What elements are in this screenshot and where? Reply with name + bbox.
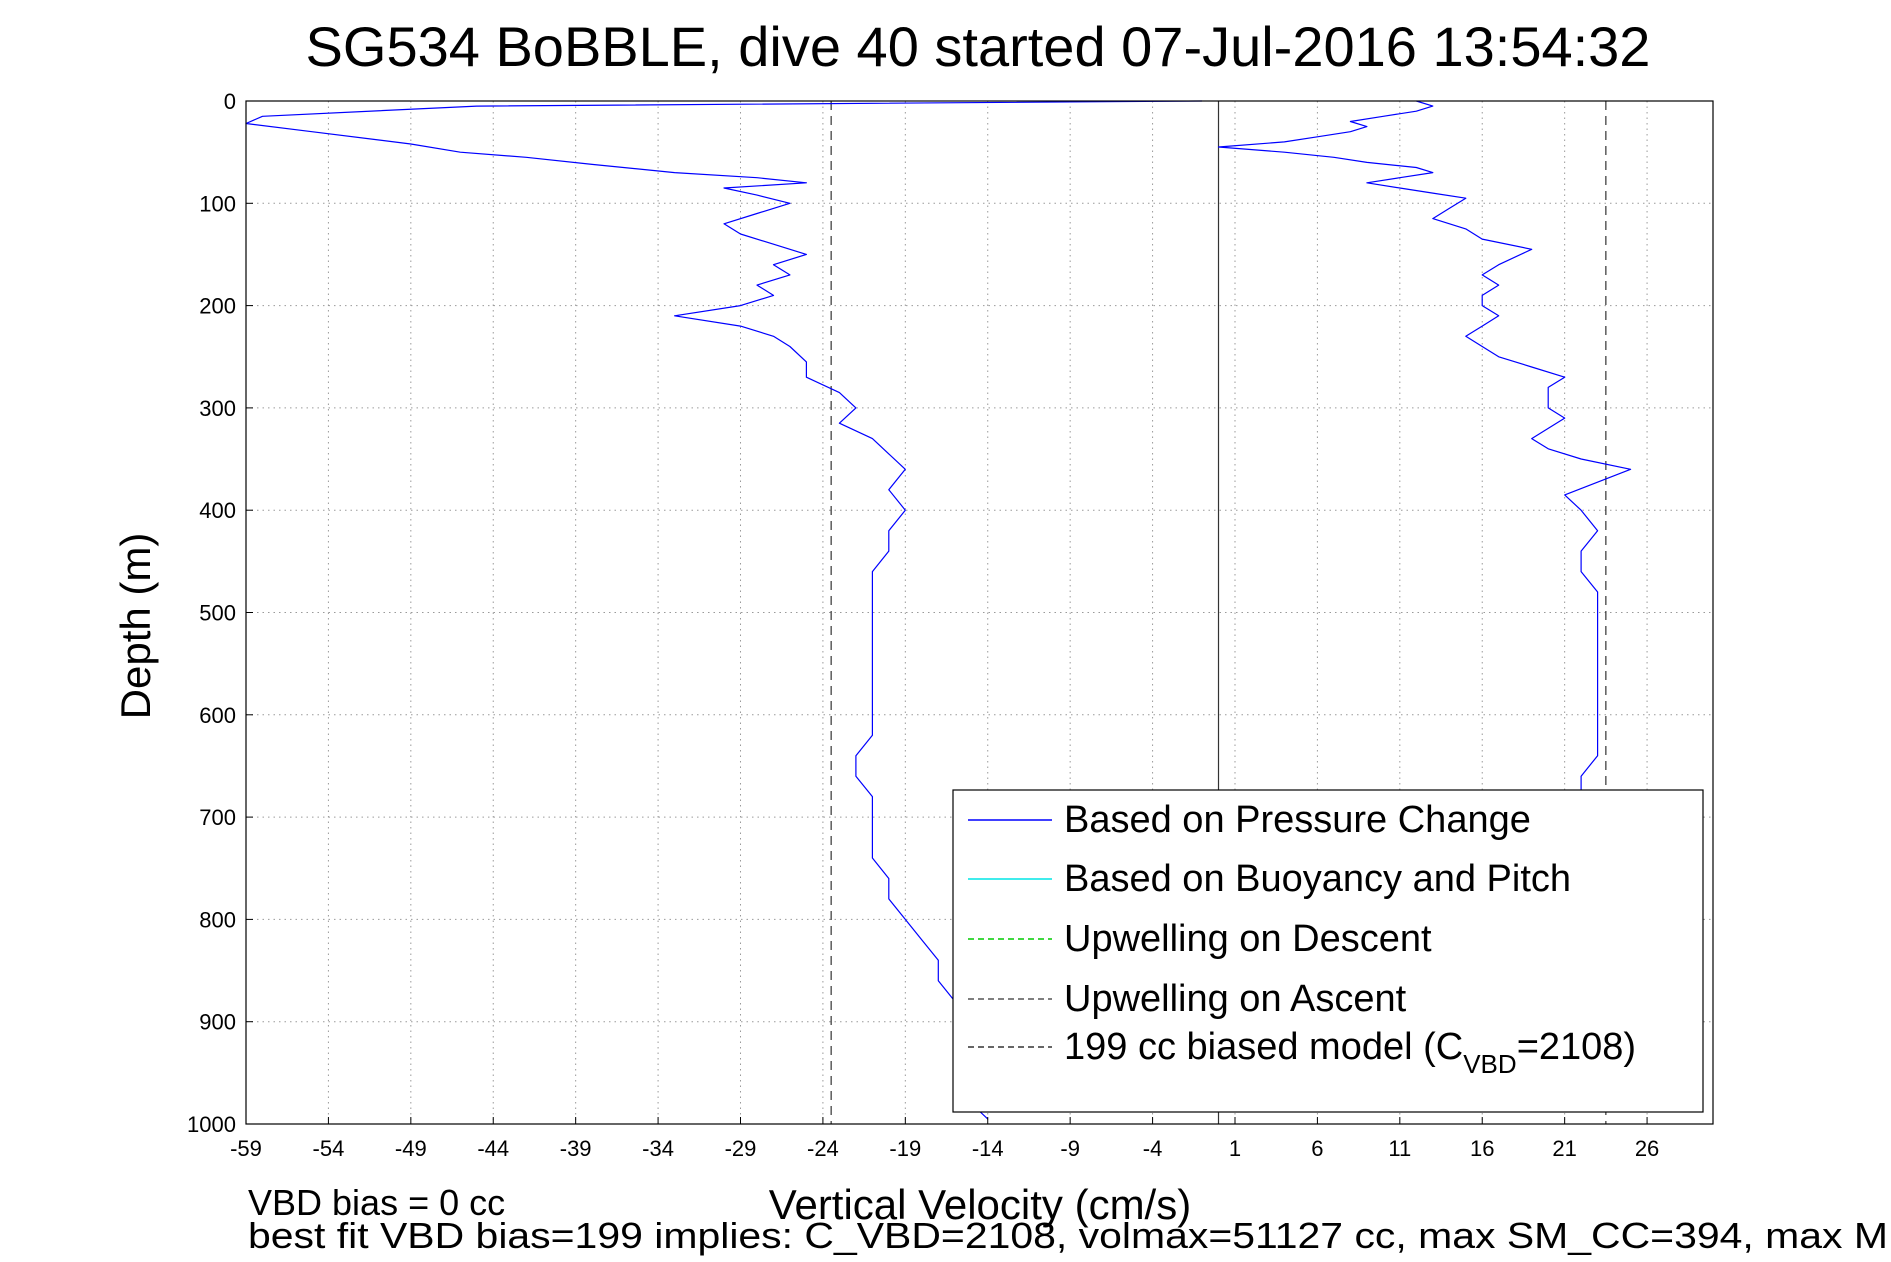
y-tick-label: 400 xyxy=(199,498,236,523)
x-tick-label: 6 xyxy=(1311,1136,1323,1161)
y-tick-label: 300 xyxy=(199,396,236,421)
x-tick-label: 26 xyxy=(1635,1136,1659,1161)
y-tick-label: 0 xyxy=(224,89,236,114)
legend-label: Upwelling on Descent xyxy=(1064,918,1432,960)
x-tick-label: 11 xyxy=(1388,1136,1411,1161)
y-tick-label: 1000 xyxy=(187,1112,236,1137)
y-tick-label: 500 xyxy=(199,601,236,626)
chart-title: SG534 BoBBLE, dive 40 started 07-Jul-201… xyxy=(306,15,1651,78)
legend-label: Upwelling on Ascent xyxy=(1064,978,1407,1020)
x-tick-label: 1 xyxy=(1229,1136,1241,1161)
x-tick-label: -9 xyxy=(1060,1136,1080,1161)
y-tick-label: 200 xyxy=(199,294,236,319)
legend: Based on Pressure Change Based on Buoyanc… xyxy=(952,789,1704,1113)
y-tick-label: 100 xyxy=(199,191,236,216)
y-tick-label: 700 xyxy=(199,805,236,830)
x-tick-label: -14 xyxy=(972,1136,1004,1161)
x-tick-label: -59 xyxy=(230,1136,262,1161)
legend-label: Based on Pressure Change xyxy=(1064,799,1531,841)
y-tick-label: 900 xyxy=(199,1010,236,1035)
x-tick-label: -44 xyxy=(477,1136,509,1161)
legend-label: Based on Buoyancy and Pitch xyxy=(1064,858,1571,900)
series-line-ascent xyxy=(1217,100,1697,1064)
y-axis-label: Depth (m) xyxy=(112,533,159,720)
x-tick-label: -39 xyxy=(560,1136,592,1161)
x-axis-ticks: -59 -54 -49 -44 -39 -34 -29 -24 -19 -14 -9 -4 1 6 11 16… xyxy=(230,1117,1659,1161)
y-axis-ticks: 0 100 200 300 400 500 600 700 800 900 1000 xyxy=(187,89,253,1137)
x-tick-label: -34 xyxy=(642,1136,674,1161)
x-tick-label: -24 xyxy=(807,1136,839,1161)
series-line-descent xyxy=(245,100,1203,1120)
x-tick-label: -4 xyxy=(1143,1136,1163,1161)
vbd-bias-note: VBD bias = 0 cc xyxy=(248,1182,505,1223)
x-tick-label: -29 xyxy=(725,1136,757,1161)
x-axis-label: Vertical Velocity (cm/s) xyxy=(769,1181,1191,1228)
legend-box xyxy=(952,789,1704,1113)
series-layer xyxy=(245,100,1697,1120)
y-tick-label: 800 xyxy=(199,907,236,932)
x-tick-label: 21 xyxy=(1552,1136,1576,1161)
x-tick-label: -54 xyxy=(313,1136,345,1161)
y-tick-label: 600 xyxy=(199,703,236,728)
best-fit-note: best fit VBD bias=199 implies: C_VBD=210… xyxy=(248,1215,1888,1256)
x-tick-label: -19 xyxy=(889,1136,921,1161)
x-tick-label: -49 xyxy=(395,1136,427,1161)
x-tick-label: 16 xyxy=(1470,1136,1494,1161)
